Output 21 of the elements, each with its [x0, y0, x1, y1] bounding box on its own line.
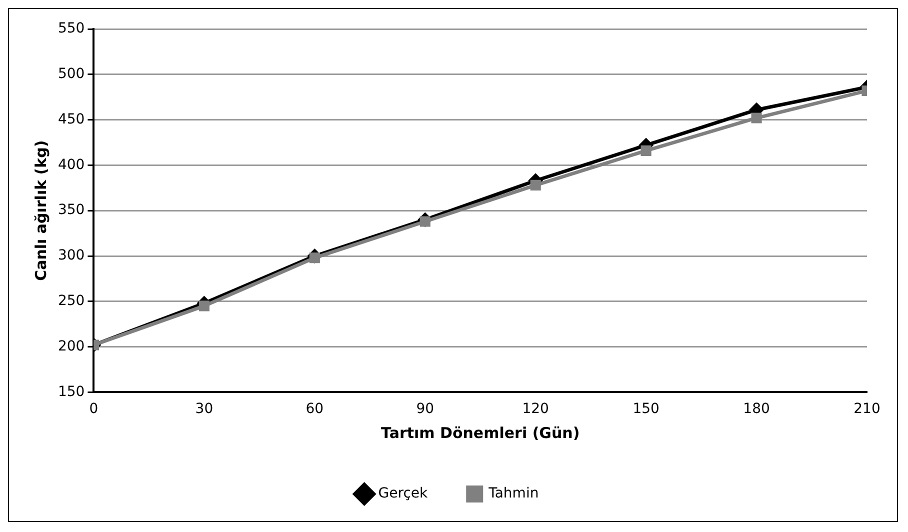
- y-tick-label: 400: [58, 156, 85, 173]
- y-tick-label: 550: [58, 20, 85, 37]
- x-tick-label: 180: [743, 401, 770, 418]
- x-tick-label: 210: [854, 401, 880, 418]
- legend-label: Tahmin: [488, 486, 539, 502]
- x-tick-label: 150: [632, 401, 660, 418]
- y-tick-label: 450: [58, 111, 85, 128]
- y-tick-label: 500: [58, 66, 85, 82]
- legend-label: Gerçek: [378, 486, 429, 502]
- y-tick-label: 300: [58, 248, 85, 264]
- x-tick-label: 0: [89, 401, 98, 418]
- y-tick-label: 150: [58, 384, 85, 400]
- x-axis-title: Tartım Dönemleri (Gün): [381, 424, 580, 442]
- y-tick-label: 350: [58, 202, 85, 218]
- x-tick-label: 60: [306, 401, 324, 418]
- y-tick-label: 200: [58, 338, 85, 354]
- x-tick-label: 120: [522, 401, 549, 418]
- y-tick-label: 250: [58, 293, 85, 310]
- y-axis-title: Canlı ağırlık (kg): [32, 140, 50, 281]
- x-tick-label: 90: [416, 401, 434, 418]
- x-tick-label: 30: [195, 401, 214, 418]
